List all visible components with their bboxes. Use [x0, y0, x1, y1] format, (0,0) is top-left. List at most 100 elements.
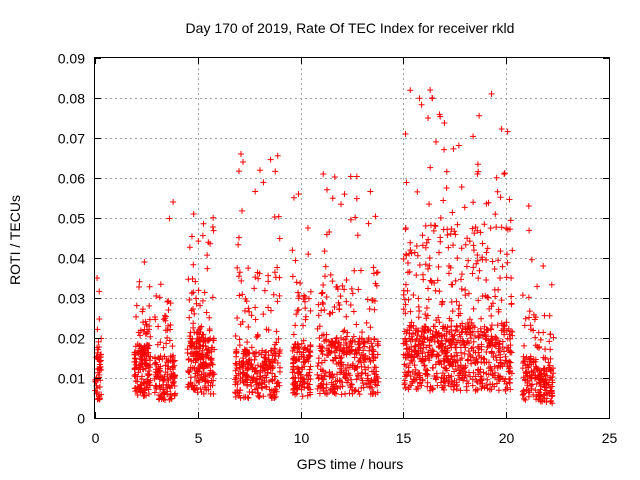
data-point [232, 332, 239, 339]
data-point [434, 382, 441, 389]
data-point [302, 293, 309, 300]
data-point [499, 263, 506, 270]
data-point [251, 356, 258, 363]
data-point [132, 388, 139, 395]
data-point [374, 269, 381, 276]
data-point [305, 251, 312, 258]
data-point [454, 221, 461, 228]
data-point [166, 384, 173, 391]
data-point [147, 382, 154, 389]
data-point [164, 391, 171, 398]
data-point [495, 306, 502, 313]
data-point [185, 356, 192, 363]
data-point [412, 376, 419, 383]
data-point [535, 329, 542, 336]
data-point [460, 368, 467, 375]
data-point [474, 161, 481, 168]
data-point [532, 358, 539, 365]
data-point [263, 348, 270, 355]
data-point [478, 385, 485, 392]
data-point [492, 333, 499, 340]
data-point [339, 282, 346, 289]
data-point [462, 241, 469, 248]
data-point [418, 382, 425, 389]
data-point [167, 326, 174, 333]
data-point [416, 95, 423, 102]
data-point [542, 387, 549, 394]
data-point [145, 378, 152, 385]
data-point [136, 284, 143, 291]
data-point [320, 282, 327, 289]
data-point [184, 346, 191, 353]
data-point [462, 292, 469, 299]
data-point [96, 392, 103, 399]
data-point [336, 339, 343, 346]
data-point [351, 354, 358, 361]
data-point [166, 215, 173, 222]
data-point [331, 390, 338, 397]
data-point [370, 264, 377, 271]
data-point [299, 375, 306, 382]
data-point [422, 222, 429, 229]
data-point [503, 344, 510, 351]
y-tick-label: 0.05 [58, 211, 85, 227]
data-point [425, 285, 432, 292]
data-point [235, 168, 242, 175]
data-point [199, 347, 206, 354]
data-point [194, 389, 201, 396]
data-point [255, 275, 262, 282]
data-point [293, 279, 300, 286]
data-point [425, 265, 432, 272]
data-point [205, 372, 212, 379]
data-point [469, 382, 476, 389]
data-point [469, 225, 476, 232]
data-point [425, 236, 432, 243]
data-point [320, 301, 327, 308]
data-point [415, 350, 422, 357]
data-point [160, 344, 167, 351]
data-point [501, 323, 508, 330]
data-point [94, 349, 101, 356]
data-point [467, 335, 474, 342]
data-point [353, 321, 360, 328]
y-axis-tick-labels: 0 0.01 0.02 0.03 0.04 0.05 0.06 0.07 0.08 0.09 [58, 51, 85, 427]
data-point [421, 362, 428, 369]
data-point [197, 386, 204, 393]
data-point [439, 298, 446, 305]
data-point [436, 319, 443, 326]
data-point [420, 344, 427, 351]
y-tick-label: 0 [77, 411, 85, 427]
data-point [506, 335, 513, 342]
data-point [400, 256, 407, 263]
data-point [296, 348, 303, 355]
data-point [528, 256, 535, 263]
axis-ticks [95, 58, 610, 419]
data-point [305, 384, 312, 391]
data-point [342, 375, 349, 382]
data-point [429, 351, 436, 358]
data-point [349, 290, 356, 297]
data-point [484, 245, 491, 252]
data-point [422, 353, 429, 360]
data-point [496, 340, 503, 347]
data-point [151, 389, 158, 396]
y-tick-label: 0.06 [58, 171, 85, 187]
data-point [497, 275, 504, 282]
data-point [519, 292, 526, 299]
data-point [146, 371, 153, 378]
data-point [402, 226, 409, 233]
data-point [319, 351, 326, 358]
data-point [240, 159, 247, 165]
data-point [233, 346, 240, 353]
data-point [248, 374, 255, 381]
data-point [401, 381, 408, 388]
data-point [141, 380, 148, 387]
data-point [171, 362, 178, 369]
data-point [314, 385, 321, 392]
data-point [495, 257, 502, 264]
data-point [493, 174, 500, 181]
data-point [202, 335, 209, 342]
data-point [237, 377, 244, 384]
data-point [361, 343, 368, 350]
data-point [237, 151, 244, 157]
